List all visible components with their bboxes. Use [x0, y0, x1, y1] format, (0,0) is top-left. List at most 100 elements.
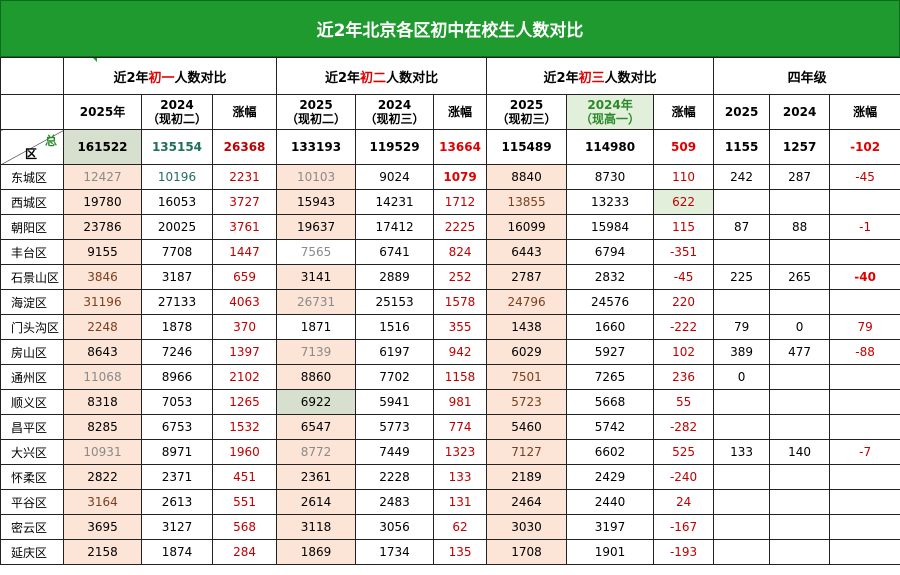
data-cell: 2464: [486, 489, 568, 515]
data-cell: 7449: [355, 439, 435, 465]
group-header-grade2: 近2年初二人数对比: [276, 57, 488, 95]
data-cell: 8860: [276, 364, 357, 390]
data-cell: 23786: [63, 214, 142, 240]
data-cell: 3164: [63, 489, 142, 515]
data-cell: [713, 289, 771, 315]
data-cell: 140: [769, 439, 831, 465]
total-row: 总区 161522 135154 26368 133193 119529 13664 1154…: [0, 129, 900, 165]
data-cell: 6741: [355, 239, 435, 265]
district-name: 密云区: [0, 514, 64, 540]
column-header: 2025年: [63, 94, 142, 130]
data-cell: 1447: [211, 239, 278, 265]
table-row: 丰台区 9155 7708 1447 7565 6741 824 6443 6794 -351: [0, 239, 900, 265]
data-cell: 7127: [486, 439, 568, 465]
data-cell: -240: [653, 464, 715, 490]
data-cell: [829, 239, 900, 265]
data-cell: 2483: [355, 489, 435, 515]
data-cell: [713, 189, 771, 215]
data-cell: 102: [653, 339, 715, 365]
data-cell: 19780: [63, 189, 142, 215]
column-header: 涨幅: [653, 94, 715, 130]
data-cell: 8772: [276, 439, 357, 465]
data-cell: 11068: [63, 364, 142, 390]
data-cell: [769, 239, 831, 265]
district-name: 顺义区: [0, 389, 64, 415]
data-cell: 1079: [433, 164, 488, 190]
table-row: 怀柔区 2822 2371 451 2361 2228 133 2189 2429 -240: [0, 464, 900, 490]
column-header: 涨幅: [433, 94, 488, 130]
data-cell: 7246: [141, 339, 213, 365]
data-cell: 5742: [566, 414, 655, 440]
data-cell: 15943: [276, 189, 357, 215]
data-cell: 13233: [566, 189, 655, 215]
total-cell: 119529: [355, 129, 435, 165]
column-header: 2025 （现初二）: [276, 94, 357, 130]
data-cell: 5927: [566, 339, 655, 365]
data-cell: 55: [653, 389, 715, 415]
data-cell: 110: [653, 164, 715, 190]
data-cell: 7708: [141, 239, 213, 265]
data-cell: 551: [211, 489, 278, 515]
data-cell: 3727: [211, 189, 278, 215]
data-cell: 3118: [276, 514, 357, 540]
data-cell: 7702: [355, 364, 435, 390]
data-cell: 242: [713, 164, 771, 190]
data-cell: 659: [211, 264, 278, 290]
data-cell: 9155: [63, 239, 142, 265]
data-cell: 2613: [141, 489, 213, 515]
data-cell: 6922: [276, 389, 357, 415]
data-cell: 389: [713, 339, 771, 365]
data-cell: 25153: [355, 289, 435, 315]
total-cell: 114980: [566, 129, 655, 165]
data-cell: 1960: [211, 439, 278, 465]
district-name: 大兴区: [0, 439, 64, 465]
data-cell: 942: [433, 339, 488, 365]
data-cell: -351: [653, 239, 715, 265]
data-cell: 10103: [276, 164, 357, 190]
data-cell: 20025: [141, 214, 213, 240]
column-header: 2024: [769, 94, 831, 130]
data-cell: 13855: [486, 189, 568, 215]
data-cell: 2231: [211, 164, 278, 190]
blank-header-cell: [0, 57, 64, 95]
data-cell: [829, 489, 900, 515]
group-header-highlight: 初一: [148, 70, 175, 86]
data-cell: 14231: [355, 189, 435, 215]
data-cell: 87: [713, 214, 771, 240]
data-cell: 1708: [486, 539, 568, 565]
sub-header-row: 2025年 2024 （现初二） 涨幅 2025 （现初二） 2024 （现初三） 涨幅 2025…: [0, 94, 900, 130]
group-header-row: 近2年初一人数对比 近2年初二人数对比 近2年初三人数对比 四年级: [0, 57, 900, 95]
data-cell: 24576: [566, 289, 655, 315]
data-cell: 133: [713, 439, 771, 465]
data-cell: 225: [713, 264, 771, 290]
data-cell: 3141: [276, 264, 357, 290]
data-cell: 220: [653, 289, 715, 315]
data-cell: 24: [653, 489, 715, 515]
data-cell: [713, 489, 771, 515]
data-cell: 3187: [141, 264, 213, 290]
data-cell: 8966: [141, 364, 213, 390]
data-cell: 8730: [566, 164, 655, 190]
data-cell: 1158: [433, 364, 488, 390]
data-cell: 2228: [355, 464, 435, 490]
group-header-pre: 近2年: [325, 70, 361, 86]
data-cell: 477: [769, 339, 831, 365]
data-cell: 2832: [566, 264, 655, 290]
data-cell: 1871: [276, 314, 357, 340]
total-cell: 509: [653, 129, 715, 165]
group-header-post: 四年级: [787, 70, 827, 86]
data-cell: 568: [211, 514, 278, 540]
data-cell: -222: [653, 314, 715, 340]
group-header-highlight: 初二: [360, 70, 387, 86]
table-row: 石景山区 3846 3187 659 3141 2889 252 2787 2832 -45 225…: [0, 264, 900, 290]
data-cell: 9024: [355, 164, 435, 190]
data-cell: 88: [769, 214, 831, 240]
data-cell: 252: [433, 264, 488, 290]
data-cell: [829, 364, 900, 390]
data-cell: 7501: [486, 364, 568, 390]
column-header: 2025 （现初三）: [486, 94, 568, 130]
data-cell: 2248: [63, 314, 142, 340]
data-cell: 622: [653, 189, 715, 215]
group-header-post: 人数对比: [386, 70, 439, 86]
